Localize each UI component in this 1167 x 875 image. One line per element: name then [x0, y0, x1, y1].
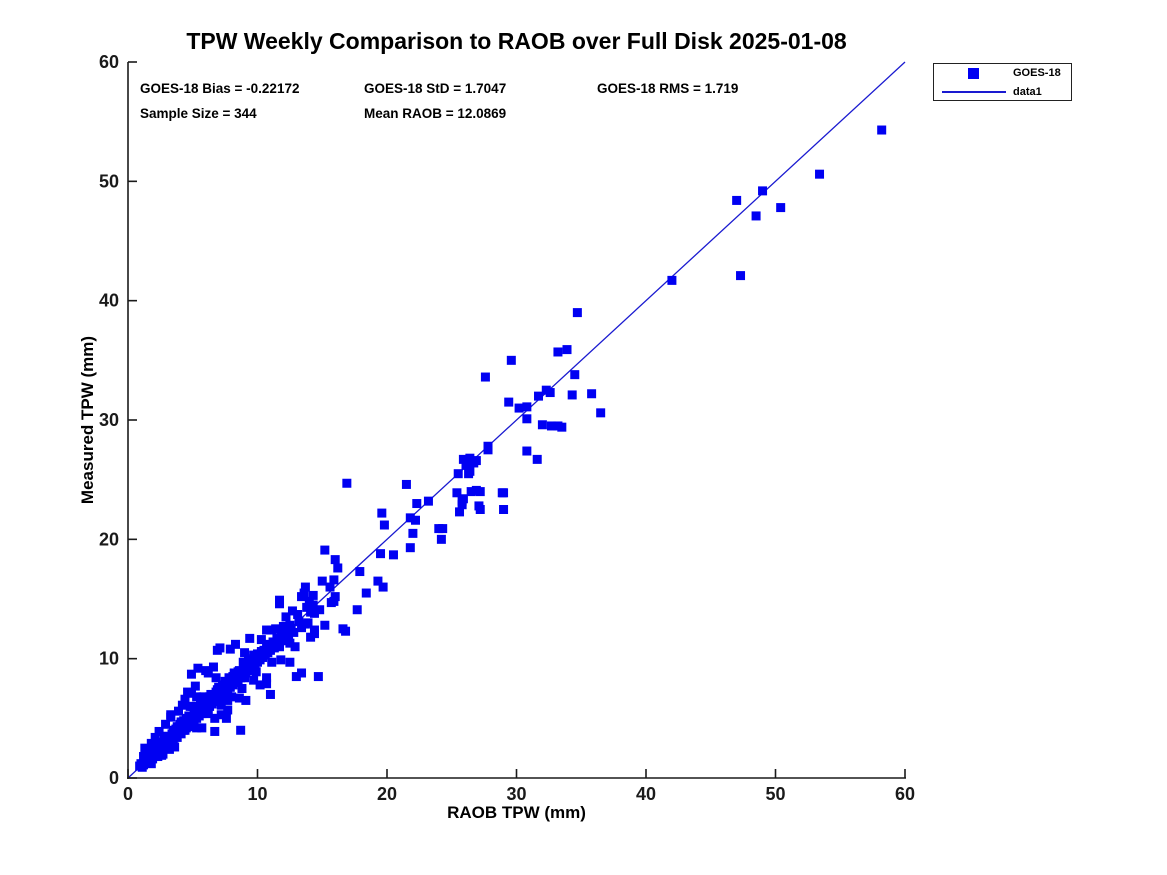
legend-row-goes18: GOES-18	[934, 64, 1071, 83]
svg-text:60: 60	[895, 784, 915, 804]
svg-text:40: 40	[99, 291, 119, 311]
stat-bias: GOES-18 Bias = -0.22172	[140, 81, 300, 96]
svg-text:60: 60	[99, 52, 119, 72]
svg-text:20: 20	[99, 529, 119, 549]
legend-label-data1: data1	[1013, 86, 1042, 98]
svg-text:30: 30	[99, 410, 119, 430]
svg-text:20: 20	[377, 784, 397, 804]
svg-text:50: 50	[765, 784, 785, 804]
svg-text:50: 50	[99, 171, 119, 191]
chart-title: TPW Weekly Comparison to RAOB over Full …	[186, 28, 847, 54]
svg-text:30: 30	[506, 784, 526, 804]
svg-text:0: 0	[109, 768, 119, 788]
stat-std: GOES-18 StD = 1.7047	[364, 81, 507, 96]
stat-rms: GOES-18 RMS = 1.719	[597, 81, 739, 96]
line-marker-icon	[942, 83, 1006, 102]
square-marker-icon	[942, 64, 1006, 83]
legend-box: GOES-18 data1	[933, 63, 1072, 101]
svg-text:0: 0	[123, 784, 133, 804]
stat-sample-size: Sample Size = 344	[140, 106, 257, 121]
stat-mean-raob: Mean RAOB = 12.0869	[364, 106, 507, 121]
svg-text:40: 40	[636, 784, 656, 804]
svg-text:10: 10	[99, 649, 119, 669]
y-axis-label: Measured TPW (mm)	[78, 335, 97, 505]
legend-label-goes18: GOES-18	[1013, 67, 1061, 79]
svg-text:10: 10	[247, 784, 267, 804]
legend-row-data1: data1	[934, 83, 1071, 102]
x-axis-label: RAOB TPW (mm)	[447, 803, 586, 822]
